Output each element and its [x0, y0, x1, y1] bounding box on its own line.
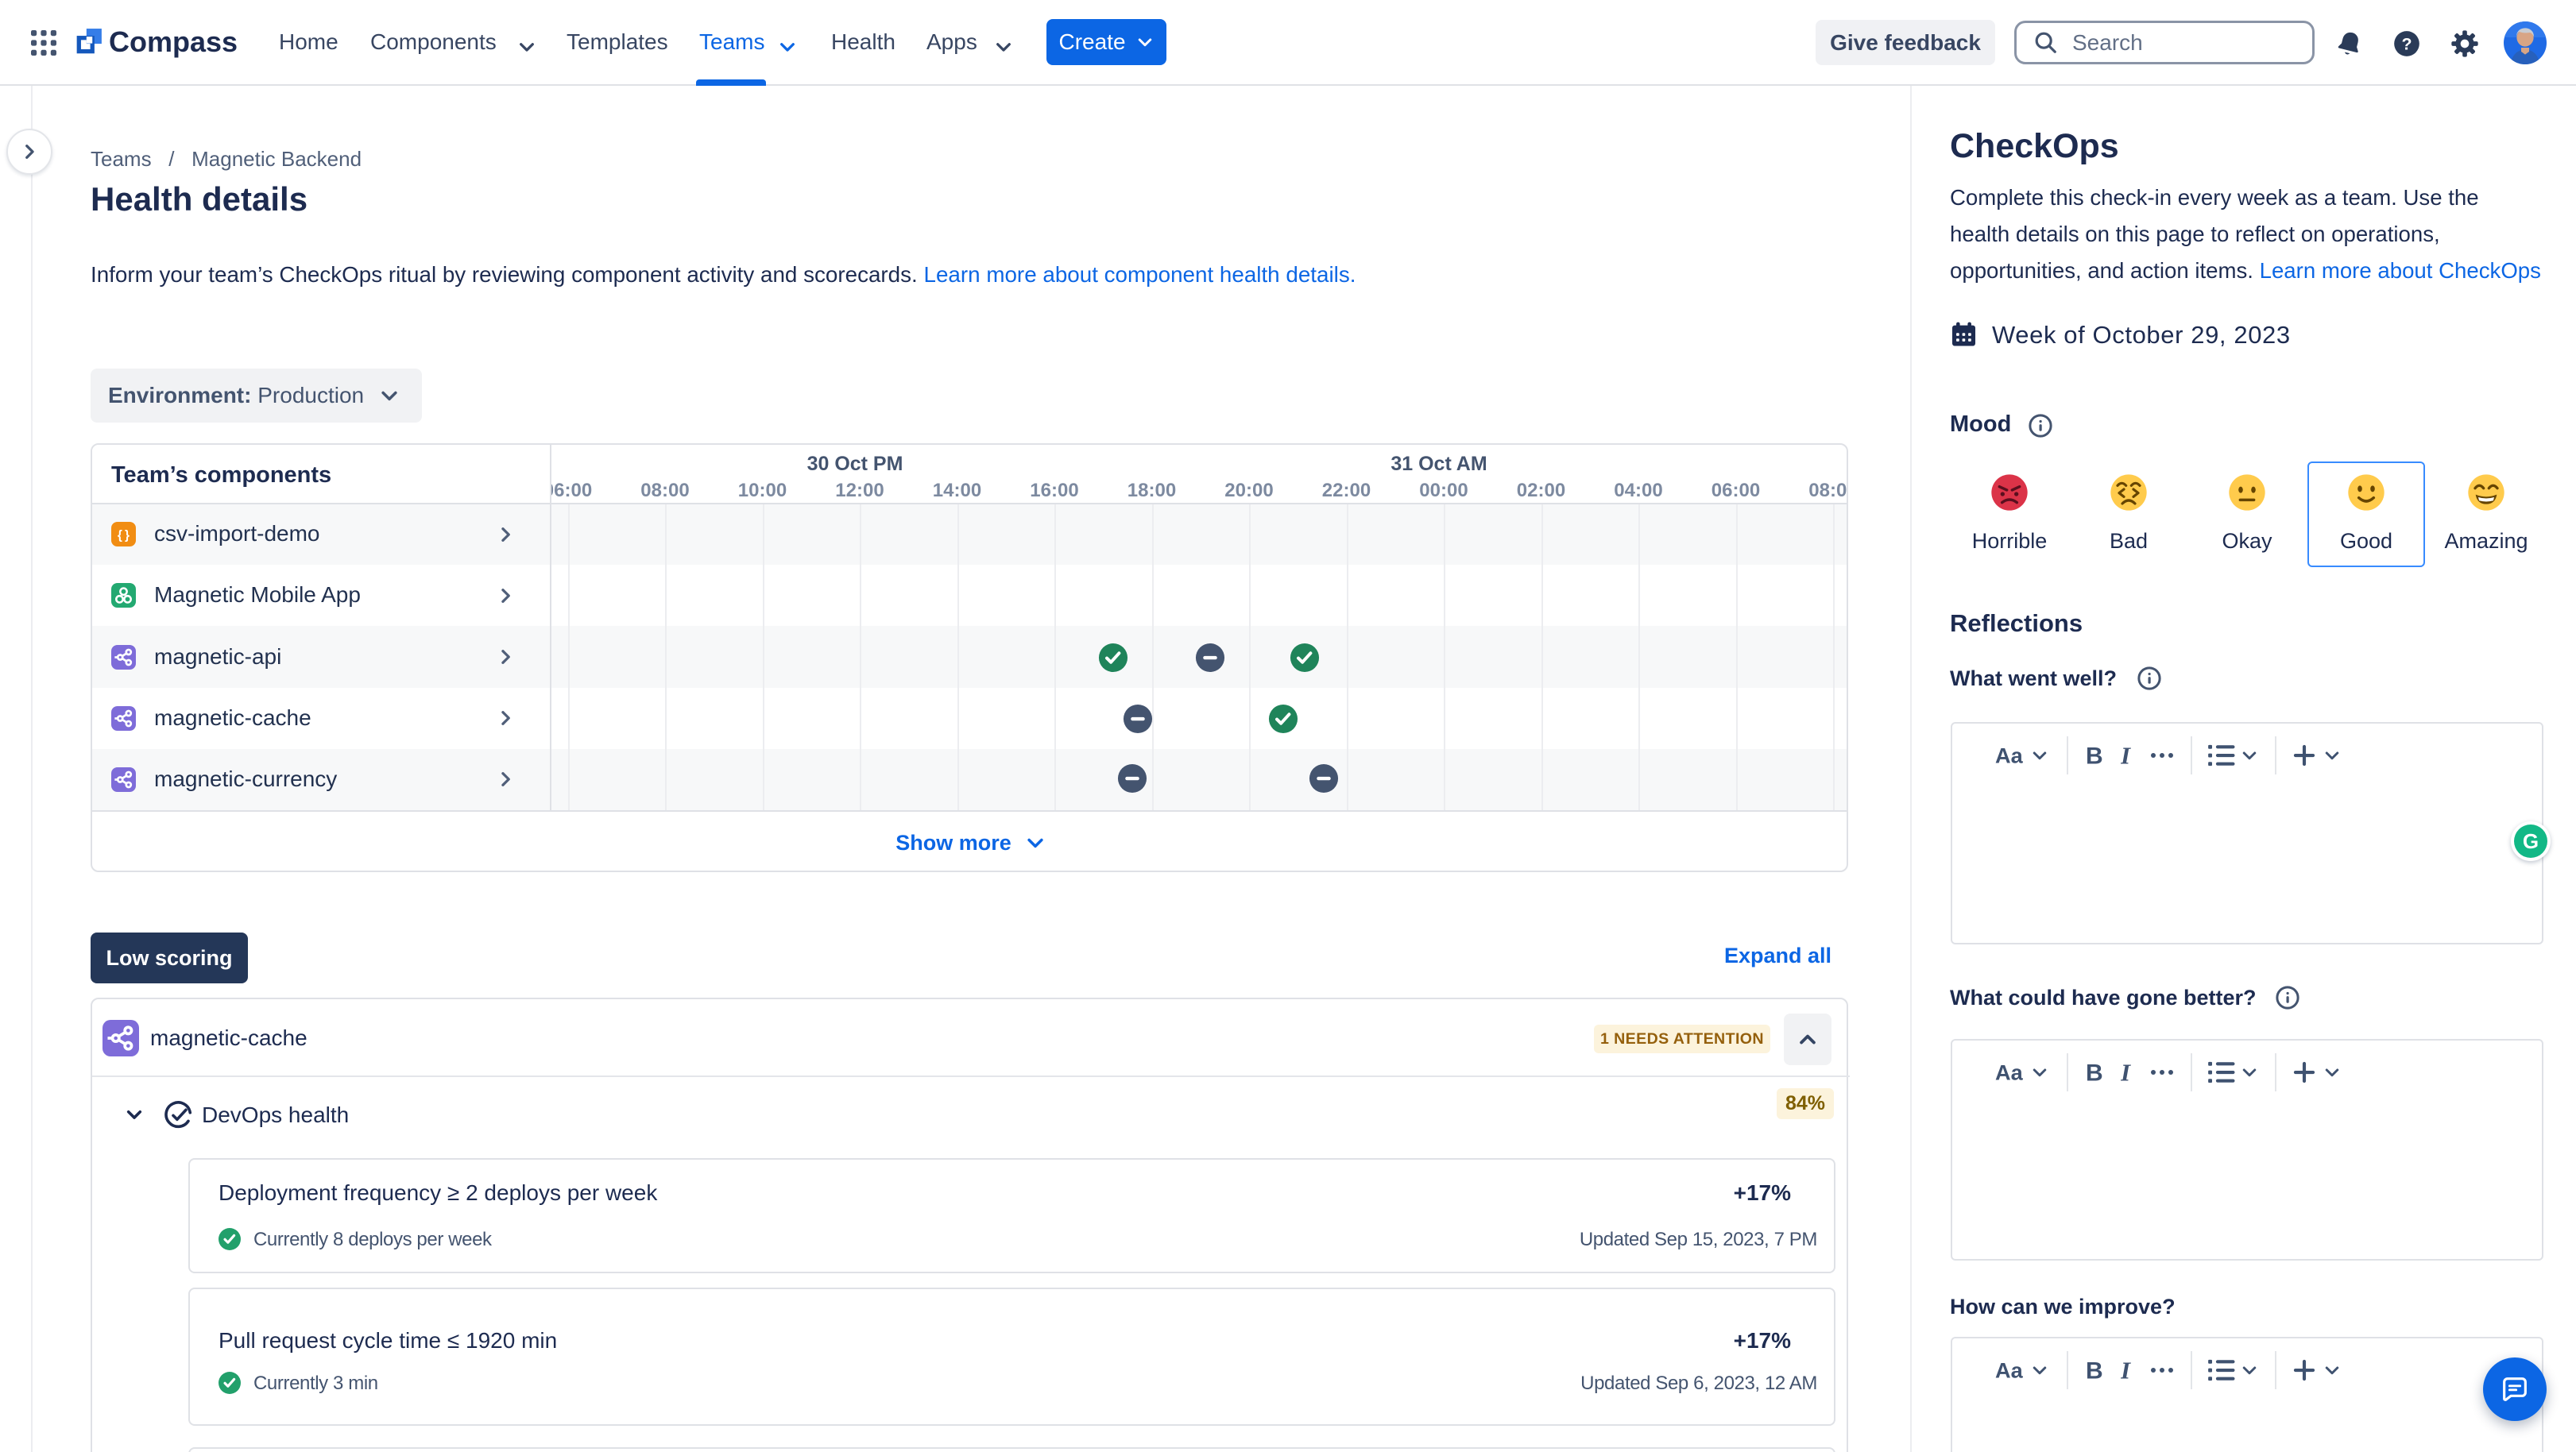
svg-text:{ }: { }	[118, 528, 130, 542]
svg-text:B: B	[2086, 743, 2103, 767]
svg-text:Aa: Aa	[1995, 1060, 2024, 1085]
svg-text:I: I	[2121, 743, 2131, 767]
svg-text:Aa: Aa	[1995, 743, 2024, 768]
svg-text:B: B	[2086, 1060, 2103, 1084]
svg-text:B: B	[2086, 1358, 2103, 1382]
svg-text:?: ?	[2401, 34, 2412, 53]
svg-text:I: I	[2121, 1358, 2131, 1382]
svg-text:Aa: Aa	[1995, 1358, 2024, 1383]
svg-text:I: I	[2121, 1060, 2131, 1084]
